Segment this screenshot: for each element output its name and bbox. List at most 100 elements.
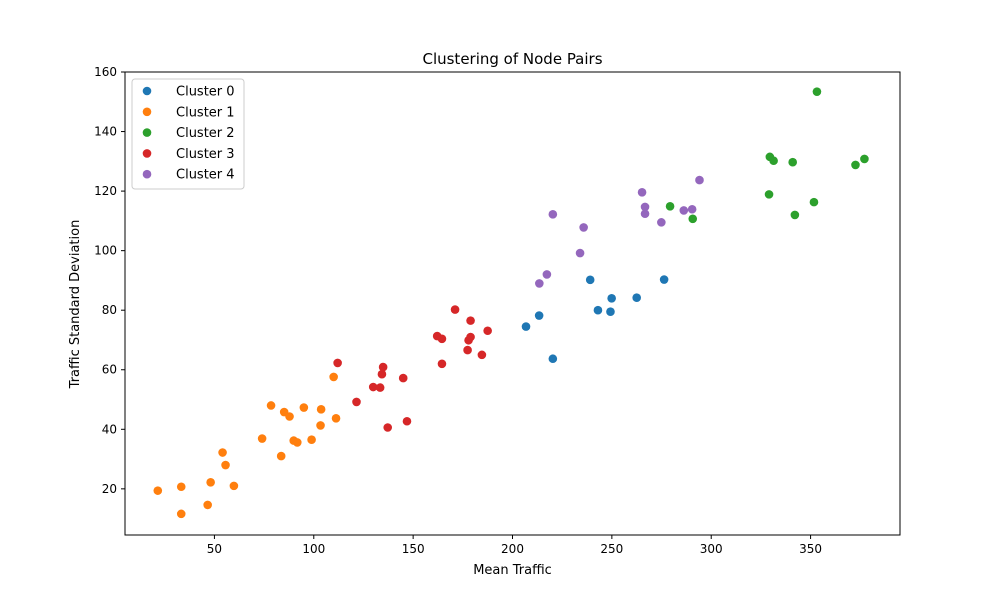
data-point-cluster-3 [375, 383, 385, 392]
data-point-cluster-3 [352, 397, 361, 407]
data-point-cluster-0 [593, 305, 603, 315]
plot-area: 50 100 150 200 250 300 350 20 40 60 80 100 120 140 160… [94, 65, 901, 556]
data-point-cluster-2 [764, 190, 774, 199]
data-point-cluster-0 [585, 275, 595, 285]
data-point-cluster-3 [378, 362, 388, 372]
data-point-cluster-4 [579, 223, 588, 232]
legend-marker [142, 107, 152, 117]
data-point-cluster-4 [657, 218, 666, 227]
data-point-cluster-4 [695, 175, 704, 185]
data-point-cluster-3 [333, 358, 342, 368]
y-axis-label: Traffic Standard Deviation [68, 220, 83, 390]
data-points [153, 87, 869, 519]
data-point-cluster-3 [368, 382, 378, 392]
legend-label: Cluster 2 [176, 126, 235, 141]
data-point-cluster-3 [450, 305, 460, 314]
data-point-cluster-1 [153, 486, 163, 495]
data-point-cluster-3 [437, 359, 447, 369]
y-tick-label: 20 [102, 482, 117, 496]
data-point-cluster-4 [575, 248, 585, 258]
data-point-cluster-4 [637, 187, 647, 197]
x-tick-label: 250 [600, 542, 623, 556]
legend-marker [142, 86, 152, 96]
x-tick-label: 300 [700, 542, 723, 556]
data-point-cluster-3 [477, 350, 487, 360]
data-point-cluster-4 [535, 279, 544, 288]
x-tick-label: 100 [302, 542, 325, 556]
x-tick-label: 150 [402, 542, 425, 556]
data-point-cluster-1 [206, 478, 215, 487]
y-tick-label: 140 [94, 125, 117, 139]
data-point-cluster-3 [483, 326, 492, 336]
data-point-cluster-2 [790, 210, 800, 220]
data-point-cluster-4 [687, 204, 697, 214]
data-point-cluster-3 [383, 423, 393, 432]
x-tick-label: 200 [501, 542, 524, 556]
data-point-cluster-1 [316, 421, 325, 430]
data-point-cluster-1 [257, 434, 267, 443]
data-point-cluster-2 [809, 197, 819, 207]
y-tick-label: 160 [94, 65, 117, 79]
data-point-cluster-4 [640, 202, 650, 212]
data-point-cluster-1 [221, 460, 230, 470]
data-point-cluster-1 [316, 405, 326, 414]
data-point-cluster-3 [463, 345, 472, 355]
legend: Cluster 0 Cluster 1 Cluster 2 Cluster 3 Clus… [131, 78, 245, 190]
data-point-cluster-1 [307, 435, 316, 445]
data-point-cluster-1 [276, 451, 286, 461]
legend-label: Cluster 0 [176, 85, 235, 100]
data-point-cluster-1 [292, 438, 302, 447]
legend-marker [142, 128, 152, 137]
y-tick-label: 100 [94, 244, 117, 258]
data-point-cluster-2 [688, 214, 698, 224]
y-tick-label: 60 [102, 363, 117, 377]
data-point-cluster-1 [299, 403, 309, 412]
x-tick-label: 350 [799, 542, 822, 556]
data-point-cluster-1 [329, 372, 338, 382]
y-tick-label: 40 [102, 422, 117, 436]
data-point-cluster-1 [285, 412, 294, 421]
data-point-cluster-4 [548, 210, 558, 219]
data-point-cluster-0 [548, 354, 558, 364]
data-point-cluster-0 [606, 307, 615, 316]
data-point-cluster-3 [466, 332, 475, 342]
data-point-cluster-1 [229, 481, 239, 491]
x-axis-label: Mean Traffic [473, 563, 552, 578]
data-point-cluster-4 [542, 270, 552, 279]
data-point-cluster-1 [176, 509, 186, 519]
legend-box [131, 78, 245, 190]
data-point-cluster-0 [632, 293, 641, 302]
y-tick-label: 80 [102, 303, 117, 317]
data-point-cluster-1 [203, 500, 212, 510]
y-tick-label: 120 [94, 184, 117, 198]
data-point-cluster-3 [377, 369, 387, 379]
data-point-cluster-0 [521, 322, 531, 331]
data-point-cluster-0 [607, 293, 616, 303]
data-point-cluster-2 [665, 201, 675, 211]
legend-label: Cluster 4 [176, 168, 235, 183]
data-point-cluster-0 [534, 311, 544, 320]
data-point-cluster-3 [398, 373, 408, 383]
data-point-cluster-4 [679, 206, 689, 215]
data-point-cluster-2 [851, 160, 860, 170]
data-point-cluster-0 [659, 275, 669, 284]
data-point-cluster-1 [331, 413, 341, 423]
data-point-cluster-4 [640, 209, 650, 219]
data-point-cluster-3 [402, 416, 412, 426]
legend-label: Cluster 1 [176, 105, 235, 120]
data-point-cluster-2 [788, 157, 797, 167]
data-point-cluster-1 [218, 448, 227, 457]
data-point-cluster-1 [176, 482, 186, 492]
data-point-cluster-3 [466, 316, 475, 325]
data-point-cluster-2 [812, 87, 822, 96]
chart-title: Clustering of Node Pairs [422, 50, 602, 68]
x-tick-label: 50 [207, 542, 222, 556]
legend-marker [142, 149, 152, 158]
legend-label: Cluster 3 [176, 147, 235, 162]
data-point-cluster-3 [437, 334, 447, 344]
data-point-cluster-2 [860, 154, 869, 164]
data-point-cluster-1 [266, 401, 276, 410]
data-point-cluster-2 [769, 156, 778, 166]
